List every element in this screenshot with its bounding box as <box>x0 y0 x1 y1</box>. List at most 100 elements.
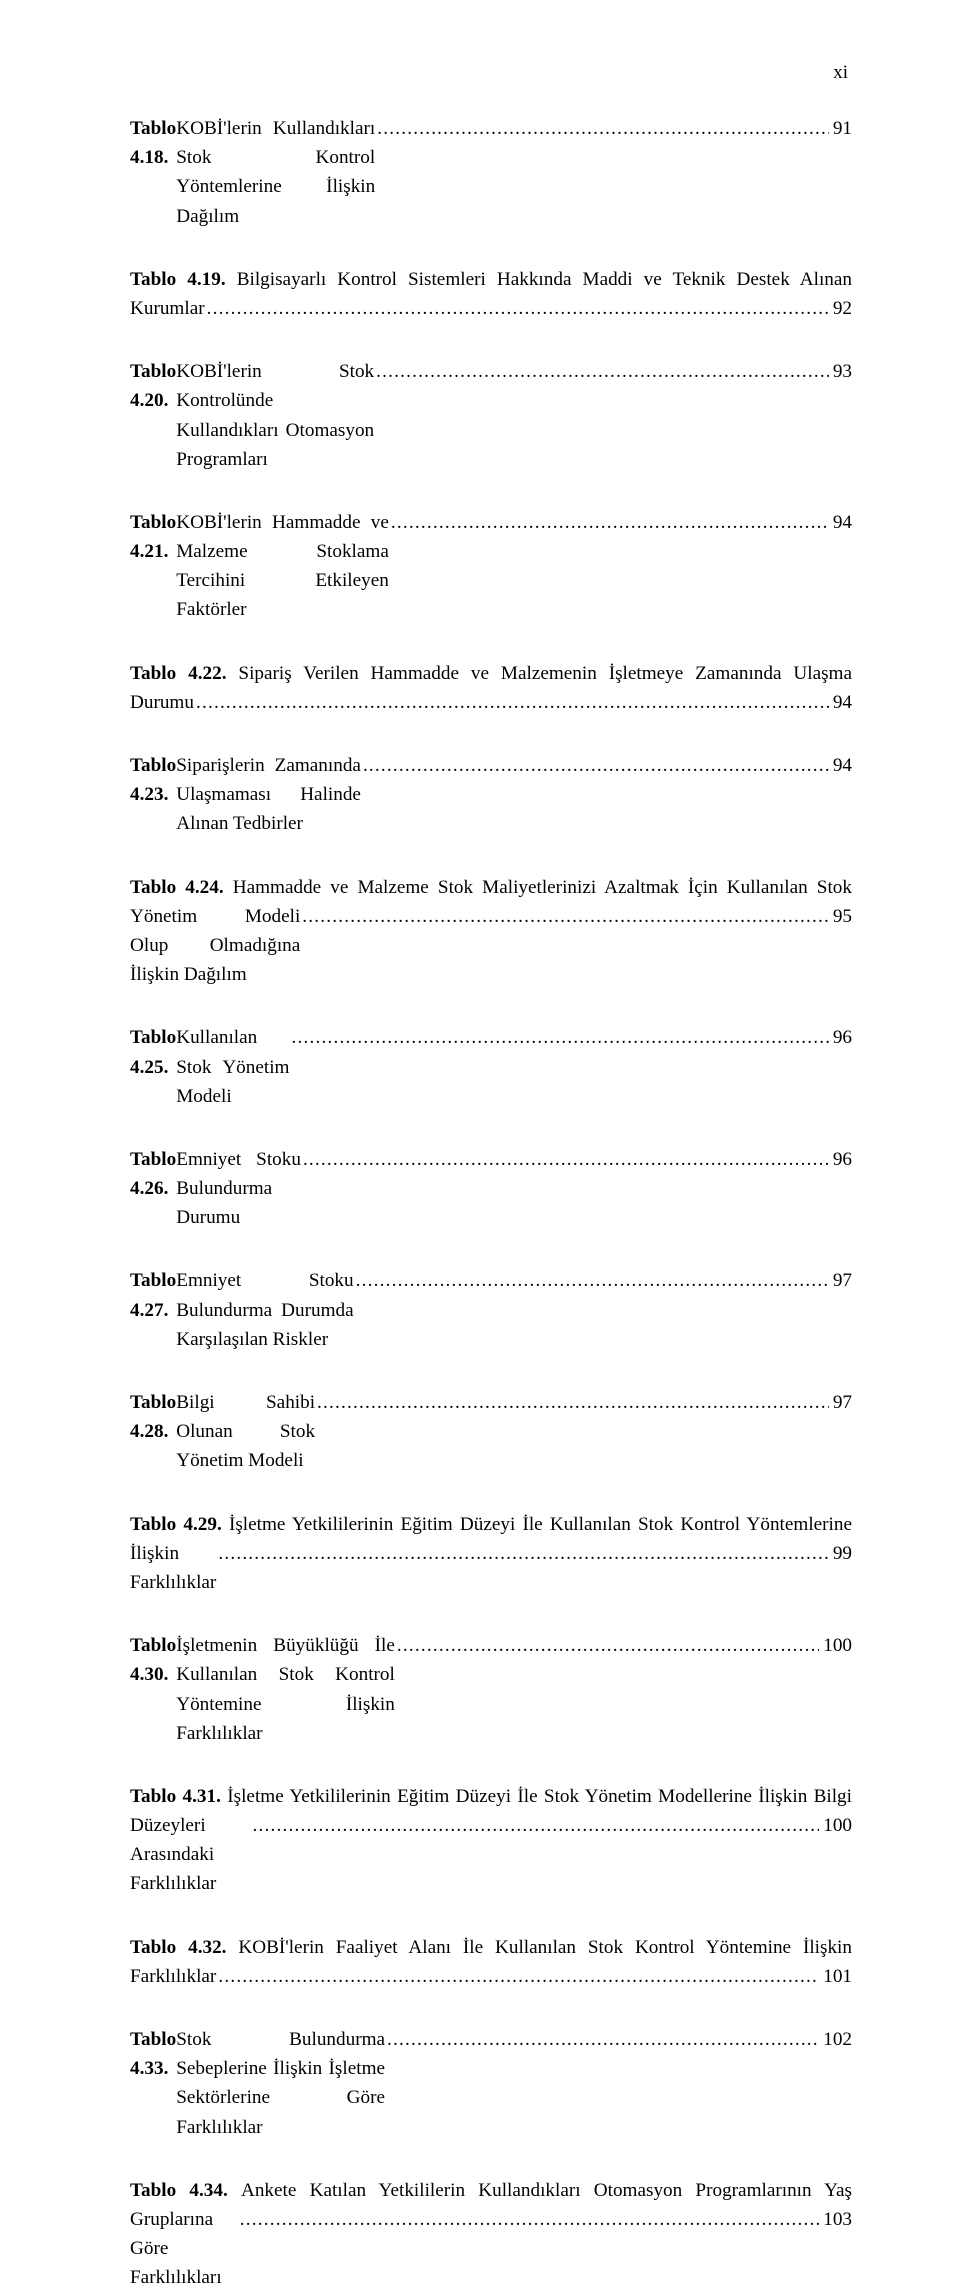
toc-line: Düzeyleri Arasındaki Farklılıklar 100 <box>130 1811 852 1899</box>
dot-leader <box>374 357 829 386</box>
toc-line: Gruplarına Göre Farklılıkları 103 <box>130 2205 852 2293</box>
toc-line: Tablo 4.21. KOBİ'lerin Hammadde ve Malze… <box>130 508 852 625</box>
toc-entry-label: Tablo 4.27. <box>130 1266 176 1324</box>
toc-line: Tablo 4.34. Ankete Katılan Yetkililerin … <box>130 2176 852 2205</box>
toc-entry-label: Tablo 4.19. <box>130 269 237 290</box>
toc-entry-page: 93 <box>829 357 852 386</box>
toc-line: İlişkin Farklılıklar 99 <box>130 1539 852 1597</box>
toc-entry-title: Hammadde ve Malzeme Stok Maliyetlerinizi… <box>233 877 852 898</box>
toc-entry: Tablo 4.26. Emniyet Stoku Bulundurma Dur… <box>130 1145 852 1233</box>
toc-entry: Tablo 4.18. KOBİ'lerin Kullandıkları Sto… <box>130 114 852 231</box>
toc-entry: Tablo 4.27. Emniyet Stoku Bulundurma Dur… <box>130 1266 852 1354</box>
toc-entry-label: Tablo 4.26. <box>130 1145 176 1203</box>
toc-entry-title: İşletme Yetkililerinin Eğitim Düzeyi İle… <box>229 1514 852 1535</box>
toc-entry-page: 94 <box>829 688 852 717</box>
toc-line: Tablo 4.20. KOBİ'lerin Stok Kontrolünde … <box>130 357 852 474</box>
toc-entry: Tablo 4.32. KOBİ'lerin Faaliyet Alanı İl… <box>130 1933 852 1991</box>
page-number: xi <box>833 62 848 84</box>
toc-entry-page: 99 <box>829 1539 852 1568</box>
toc-line: Tablo 4.18. KOBİ'lerin Kullandıkları Sto… <box>130 114 852 231</box>
toc-line: Durumu 94 <box>130 688 852 717</box>
toc-entry-page: 102 <box>819 2025 852 2054</box>
toc-entry-title: Durumu <box>130 688 194 717</box>
dot-leader <box>301 1145 829 1174</box>
toc-entry-title: Bilgisayarlı Kontrol Sistemleri Hakkında… <box>237 269 852 290</box>
toc-entry: Tablo 4.30. İşletmenin Büyüklüğü İle Kul… <box>130 1631 852 1748</box>
toc-entry-label: Tablo 4.21. <box>130 508 176 566</box>
toc-entry-title: Sipariş Verilen Hammadde ve Malzemenin İ… <box>238 663 852 684</box>
toc-line: Tablo 4.23. Siparişlerin Zamanında Ulaşm… <box>130 751 852 839</box>
toc-entry-title: KOBİ'lerin Hammadde ve Malzeme Stoklama … <box>176 508 389 625</box>
toc-entry-page: 94 <box>829 751 852 780</box>
dot-leader <box>315 1388 829 1417</box>
toc-entry: Tablo 4.21. KOBİ'lerin Hammadde ve Malze… <box>130 508 852 625</box>
toc-entry-page: 91 <box>829 114 852 143</box>
toc-entry-title: Yönetim Modeli Olup Olmadığına İlişkin D… <box>130 902 300 990</box>
toc-entry-label: Tablo 4.23. <box>130 751 176 809</box>
toc-entry-label: Tablo 4.20. <box>130 357 176 415</box>
toc-entry: Tablo 4.31. İşletme Yetkililerinin Eğiti… <box>130 1782 852 1899</box>
toc-entry-title: KOBİ'lerin Stok Kontrolünde Kullandıklar… <box>176 357 374 474</box>
toc-entry-title: Emniyet Stoku Bulundurma Durumda Karşıla… <box>176 1266 353 1354</box>
toc-entry-label: Tablo 4.30. <box>130 1631 176 1689</box>
toc-entry-label: Tablo 4.28. <box>130 1388 176 1446</box>
toc-entry-label: Tablo 4.32. <box>130 1937 238 1958</box>
toc-line: Tablo 4.32. KOBİ'lerin Faaliyet Alanı İl… <box>130 1933 852 1962</box>
toc-entry-page: 101 <box>819 1962 852 1991</box>
toc-entry-title: İşletmenin Büyüklüğü İle Kullanılan Stok… <box>176 1631 395 1748</box>
toc-line: Tablo 4.19. Bilgisayarlı Kontrol Sisteml… <box>130 265 852 294</box>
toc-line: Tablo 4.25. Kullanılan Stok Yönetim Mode… <box>130 1023 852 1111</box>
toc-entry-page: 100 <box>819 1631 852 1660</box>
dot-leader <box>216 1962 819 1991</box>
toc-entry-label: Tablo 4.24. <box>130 877 233 898</box>
toc-entry: Tablo 4.24. Hammadde ve Malzeme Stok Mal… <box>130 873 852 990</box>
toc-line: Tablo 4.29. İşletme Yetkililerinin Eğiti… <box>130 1510 852 1539</box>
toc-entry-label: Tablo 4.25. <box>130 1023 176 1081</box>
toc-line: Tablo 4.28. Bilgi Sahibi Olunan Stok Yön… <box>130 1388 852 1476</box>
toc-line: Tablo 4.27. Emniyet Stoku Bulundurma Dur… <box>130 1266 852 1354</box>
toc-entry-label: Tablo 4.31. <box>130 1786 227 1807</box>
toc-entry: Tablo 4.34. Ankete Katılan Yetkililerin … <box>130 2176 852 2293</box>
toc-line: Tablo 4.33. Stok Bulundurma Sebeplerine … <box>130 2025 852 2142</box>
toc-entry: Tablo 4.29. İşletme Yetkililerinin Eğiti… <box>130 1510 852 1598</box>
toc-line: Farklılıklar 101 <box>130 1962 852 1991</box>
toc-entry: Tablo 4.20. KOBİ'lerin Stok Kontrolünde … <box>130 357 852 474</box>
page: xi Tablo 4.18. KOBİ'lerin Kullandıkları … <box>0 0 960 1648</box>
dot-leader <box>205 294 829 323</box>
toc-entries: Tablo 4.18. KOBİ'lerin Kullandıkları Sto… <box>130 114 852 2293</box>
dot-leader <box>375 114 829 143</box>
toc-entry-page: 96 <box>829 1023 852 1052</box>
dot-leader <box>216 1539 828 1568</box>
toc-entry-page: 97 <box>829 1266 852 1295</box>
toc-entry: Tablo 4.19. Bilgisayarlı Kontrol Sisteml… <box>130 265 852 323</box>
toc-entry-title: Farklılıklar <box>130 1962 216 1991</box>
toc-entry-page: 100 <box>819 1811 852 1840</box>
toc-entry-title: Gruplarına Göre Farklılıkları <box>130 2205 238 2293</box>
toc-line: Tablo 4.26. Emniyet Stoku Bulundurma Dur… <box>130 1145 852 1233</box>
dot-leader <box>385 2025 819 2054</box>
toc-entry-page: 97 <box>829 1388 852 1417</box>
toc-entry: Tablo 4.25. Kullanılan Stok Yönetim Mode… <box>130 1023 852 1111</box>
toc-entry-title: KOBİ'lerin Kullandıkları Stok Kontrol Yö… <box>176 114 375 231</box>
toc-entry-title: Stok Bulundurma Sebeplerine İlişkin İşle… <box>176 2025 385 2142</box>
dot-leader <box>289 1023 828 1052</box>
toc-entry: Tablo 4.33. Stok Bulundurma Sebeplerine … <box>130 2025 852 2142</box>
toc-line: Tablo 4.22. Sipariş Verilen Hammadde ve … <box>130 659 852 688</box>
toc-entry-page: 94 <box>829 508 852 537</box>
dot-leader <box>361 751 829 780</box>
toc-entry-title: Kullanılan Stok Yönetim Modeli <box>176 1023 289 1111</box>
toc-entry: Tablo 4.22. Sipariş Verilen Hammadde ve … <box>130 659 852 717</box>
toc-entry-label: Tablo 4.18. <box>130 114 176 172</box>
toc-line: Tablo 4.24. Hammadde ve Malzeme Stok Mal… <box>130 873 852 902</box>
toc-entry-label: Tablo 4.34. <box>130 2180 241 2201</box>
toc-entry-label: Tablo 4.22. <box>130 663 238 684</box>
toc-entry-title: Kurumlar <box>130 294 205 323</box>
dot-leader <box>395 1631 819 1660</box>
toc-entry-page: 92 <box>829 294 852 323</box>
toc-entry-title: Siparişlerin Zamanında Ulaşmaması Halind… <box>176 751 361 839</box>
toc-entry-page: 95 <box>829 902 852 931</box>
toc-entry-title: Bilgi Sahibi Olunan Stok Yönetim Modeli <box>176 1388 315 1476</box>
toc-entry-title: İşletme Yetkililerinin Eğitim Düzeyi İle… <box>227 1786 852 1807</box>
toc-entry-label: Tablo 4.33. <box>130 2025 176 2083</box>
toc-entry-page: 103 <box>819 2205 852 2234</box>
